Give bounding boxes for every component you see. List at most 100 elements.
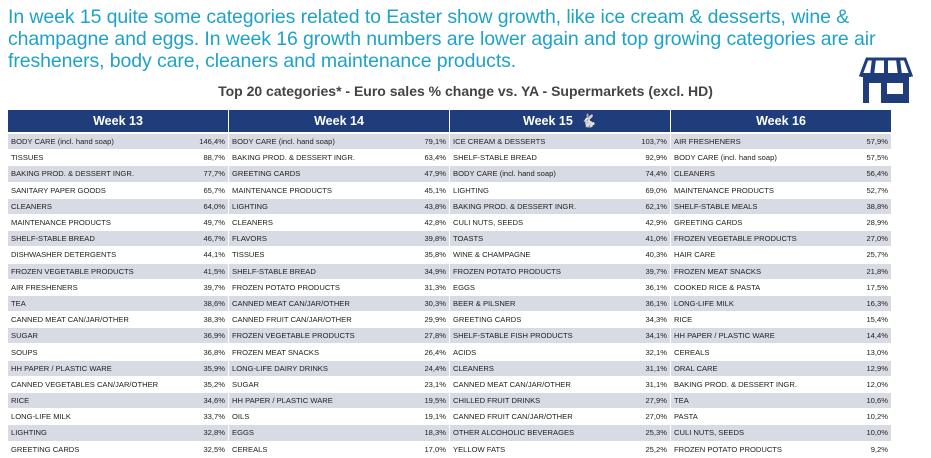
table-row: CANNED MEAT CAN/JAR/OTHER 38,3% <box>8 312 228 329</box>
table-row: CLEANERS 64,0% <box>8 198 228 215</box>
table-row: TOASTS 41,0% <box>450 231 670 248</box>
sales-change-value: 34,6% <box>203 396 225 406</box>
sales-change-value: 146,4% <box>199 137 225 147</box>
sales-change-value: 47,9% <box>424 169 446 179</box>
sales-change-value: 56,4% <box>866 169 888 179</box>
sales-change-value: 18,3% <box>424 428 446 438</box>
table-row: BODY CARE (incl. hand soap) 79,1% <box>229 134 449 151</box>
sales-change-value: 41,5% <box>203 266 225 276</box>
table-row: CANNED MEAT CAN/JAR/OTHER 30,3% <box>229 295 449 313</box>
category-name: TOASTS <box>453 234 484 244</box>
table-row: FROZEN POTATO PRODUCTS 9,2% <box>671 441 891 458</box>
table-row: HH PAPER / PLASTIC WARE 19,5% <box>229 393 449 410</box>
week-column: Week 14 BODY CARE (incl. hand soap) 79,1%… <box>229 110 449 458</box>
sales-table: Week 13 BODY CARE (incl. hand soap) 146,4… <box>8 110 891 458</box>
sales-change-value: 15,4% <box>866 315 888 325</box>
category-name: CLEANERS <box>11 201 52 211</box>
sales-change-value: 13,0% <box>866 347 888 357</box>
sales-change-value: 32,1% <box>645 347 667 357</box>
category-name: SHELF-STABLE BREAD <box>232 266 316 276</box>
table-row: CULI NUTS, SEEDS 42,9% <box>450 214 670 232</box>
sales-change-value: 12,9% <box>866 363 888 373</box>
category-name: LONG-LIFE MILK <box>11 412 71 422</box>
table-row: CHILLED FRUIT DRINKS 27,9% <box>450 393 670 410</box>
table-row: GREETING CARDS 47,9% <box>229 166 449 183</box>
table-row: HH PAPER / PLASTIC WARE 14,4% <box>671 328 891 345</box>
sales-change-value: 36,1% <box>645 282 667 292</box>
category-name: ICE CREAM & DESSERTS <box>453 137 546 147</box>
table-row: HH PAPER / PLASTIC WARE 35,9% <box>8 360 228 377</box>
sales-change-value: 38,6% <box>203 298 225 308</box>
table-row: DISHWASHER DETERGENTS 44,1% <box>8 247 228 264</box>
sales-change-value: 19,5% <box>424 396 446 406</box>
table-row: ICE CREAM & DESSERTS 103,7% <box>450 134 670 151</box>
category-name: BODY CARE (incl. hand soap) <box>232 137 335 147</box>
table-row: FROZEN MEAT SNACKS 21,8% <box>671 263 891 280</box>
category-name: CULI NUTS, SEEDS <box>674 428 745 438</box>
table-row: CANNED FRUIT CAN/JAR/OTHER 29,9% <box>229 312 449 329</box>
table-row: HAIR CARE 25,7% <box>671 247 891 264</box>
category-name: BAKING PROD. & DESSERT INGR. <box>232 153 355 163</box>
week-rows: AIR FRESHENERS 57,9% BODY CARE (incl. hand… <box>671 134 891 458</box>
table-row: SHELF-STABLE FISH PRODUCTS 34,1% <box>450 328 670 345</box>
sales-change-value: 34,3% <box>645 315 667 325</box>
table-row: OTHER ALCOHOLIC BEVERAGES 25,3% <box>450 425 670 442</box>
category-name: CEREALS <box>232 444 268 454</box>
week-label: Week 16 <box>756 114 806 128</box>
table-row: MAINTENANCE PRODUCTS 45,1% <box>229 182 449 199</box>
table-row: ACIDS 32,1% <box>450 344 670 361</box>
category-name: GREETING CARDS <box>232 169 301 179</box>
week-label: Week 13 <box>93 114 143 128</box>
sales-change-value: 36,8% <box>203 347 225 357</box>
category-name: BODY CARE (incl. hand soap) <box>674 153 777 163</box>
category-name: FROZEN VEGETABLE PRODUCTS <box>674 234 797 244</box>
category-name: CLEANERS <box>674 169 715 179</box>
category-name: HAIR CARE <box>674 250 716 260</box>
category-name: FROZEN POTATO PRODUCTS <box>674 444 783 454</box>
week-rows: BODY CARE (incl. hand soap) 146,4% TISSUES… <box>8 134 228 458</box>
table-row: LONG-LIFE MILK 33,7% <box>8 409 228 426</box>
table-subtitle: Top 20 categories* - Euro sales % change… <box>218 83 713 99</box>
category-name: AIR FRESHENERS <box>674 137 741 147</box>
table-row: SHELF-STABLE BREAD 92,9% <box>450 150 670 167</box>
easter-bunny-icon: 🐇 <box>580 113 597 128</box>
sales-change-value: 46,7% <box>203 234 225 244</box>
table-row: SHELF-STABLE MEALS 38,8% <box>671 198 891 215</box>
sales-change-value: 21,8% <box>866 266 888 276</box>
table-row: COOKED RICE & PASTA 17,5% <box>671 279 891 296</box>
sales-change-value: 9,2% <box>870 444 888 454</box>
sales-change-value: 62,1% <box>645 201 667 211</box>
table-row: FLAVORS 39,8% <box>229 231 449 248</box>
category-name: CANNED MEAT CAN/JAR/OTHER <box>232 298 350 308</box>
week-rows: BODY CARE (incl. hand soap) 79,1% BAKING P… <box>229 134 449 458</box>
category-name: AIR FRESHENERS <box>11 282 78 292</box>
category-name: BODY CARE (incl. hand soap) <box>453 169 556 179</box>
sales-change-value: 39,8% <box>424 234 446 244</box>
table-row: MAINTENANCE PRODUCTS 52,7% <box>671 182 891 199</box>
sales-change-value: 77,7% <box>203 169 225 179</box>
table-row: CLEANERS 42,8% <box>229 214 449 232</box>
sales-change-value: 25,2% <box>645 444 667 454</box>
table-row: BODY CARE (incl. hand soap) 146,4% <box>8 134 228 151</box>
sales-change-value: 31,1% <box>645 363 667 373</box>
category-name: CULI NUTS, SEEDS <box>453 218 524 228</box>
category-name: HH PAPER / PLASTIC WARE <box>232 396 333 406</box>
sales-change-value: 63,4% <box>424 153 446 163</box>
sales-change-value: 38,3% <box>203 315 225 325</box>
category-name: TISSUES <box>11 153 44 163</box>
sales-change-value: 41,0% <box>645 234 667 244</box>
table-row: SOUPS 36,8% <box>8 344 228 361</box>
sales-change-value: 30,3% <box>424 298 446 308</box>
week-header: Week 16 <box>671 110 891 134</box>
sales-change-value: 10,2% <box>866 412 888 422</box>
category-name: BAKING PROD. & DESSERT INGR. <box>674 379 797 389</box>
sales-change-value: 32,8% <box>203 428 225 438</box>
store-icon <box>858 57 914 103</box>
category-name: SHELF-STABLE BREAD <box>11 234 95 244</box>
sales-change-value: 69,0% <box>645 185 667 195</box>
table-row: FROZEN VEGETABLE PRODUCTS 27,8% <box>229 328 449 345</box>
table-row: CEREALS 17,0% <box>229 441 449 458</box>
category-name: GREETING CARDS <box>453 315 522 325</box>
table-row: AIR FRESHENERS 57,9% <box>671 134 891 151</box>
table-row: FROZEN POTATO PRODUCTS 31,3% <box>229 279 449 296</box>
